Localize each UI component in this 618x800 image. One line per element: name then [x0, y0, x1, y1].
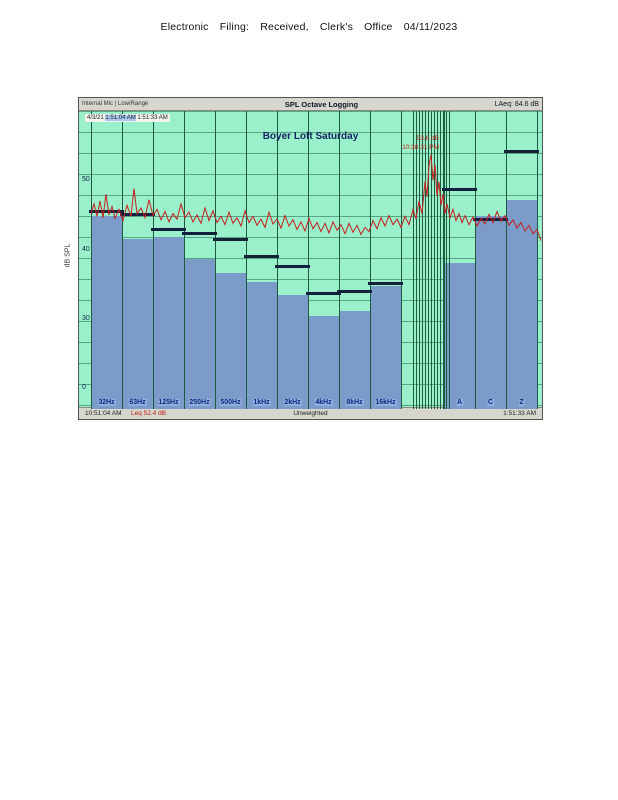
- grid-dense-line: [449, 111, 450, 409]
- y-axis-tick: 30: [82, 314, 90, 322]
- footer-start-time: 10:51:04 AM: [85, 410, 122, 417]
- grid-dense-line: [419, 111, 420, 409]
- grid-dense-line: [443, 111, 444, 409]
- grid-dense-line: [425, 111, 426, 409]
- filing-header: Electronic Filing: Received, Clerk's Off…: [160, 21, 458, 33]
- grid-band-separator: [537, 111, 538, 409]
- footer-weighting: Unweighted: [293, 410, 328, 417]
- spl-bar: [340, 311, 370, 409]
- peak-time: 10:38:31 PM: [402, 143, 439, 151]
- max-level-marker: [275, 265, 310, 269]
- end-time: 1:51:33 AM: [137, 115, 168, 121]
- plot-area: 4/3/21 1:51:04 AM 1:51:33 AM Boyer Loft …: [79, 111, 542, 409]
- spl-bar: [309, 316, 339, 409]
- max-level-marker: [368, 281, 403, 285]
- time-history-polyline: [90, 154, 542, 241]
- max-level-marker: [182, 231, 217, 235]
- spl-bar: [476, 216, 506, 409]
- grid-band-separator: [475, 111, 476, 409]
- grid-dense-line: [431, 111, 432, 409]
- grid-band-separator: [339, 111, 340, 409]
- spl-bar: [92, 216, 122, 409]
- x-axis-label: 8kHz: [345, 399, 364, 406]
- grid-band-separator: [246, 111, 247, 409]
- peak-level: 53.6 dB: [416, 135, 439, 142]
- x-axis-label: 1kHz: [252, 399, 271, 406]
- footer-end-time: 1:51:33 AM: [503, 410, 536, 417]
- grid-band-separator: [153, 111, 154, 409]
- grid-dense-line: [437, 111, 438, 409]
- chart-header-bar: Internal Mic | Low/Range SPL Octave Logg…: [79, 98, 542, 111]
- grid-band-separator: [215, 111, 216, 409]
- grid-band-separator: [444, 111, 445, 409]
- max-level-marker: [337, 290, 372, 294]
- grid-band-separator: [122, 111, 123, 409]
- grid-dense-line: [413, 111, 414, 409]
- chart-title: Boyer Loft Saturday: [262, 131, 359, 142]
- footer-leq-readout: Leq 52.4 dB: [131, 410, 167, 417]
- spl-bar: [154, 237, 184, 409]
- spl-bar: [123, 239, 153, 409]
- grid-dense-line: [434, 111, 435, 409]
- y-axis-tick: 50: [82, 176, 90, 184]
- y-axis-tick: 40: [82, 245, 90, 253]
- max-level-marker: [89, 209, 124, 213]
- grid-dense-line: [416, 111, 417, 409]
- x-axis-label: 250Hz: [188, 399, 211, 406]
- max-level-marker: [151, 227, 186, 231]
- y-axis-tick: 0: [82, 384, 86, 392]
- max-level-marker: [244, 254, 279, 258]
- grid-band-separator: [308, 111, 309, 409]
- grid-band-separator: [401, 111, 402, 409]
- x-axis-label: 16kHz: [374, 399, 397, 406]
- x-axis-label: 4kHz: [314, 399, 333, 406]
- spl-bar: [185, 259, 215, 409]
- spl-bar: [507, 199, 537, 409]
- spl-bar: [371, 286, 401, 409]
- grid-band-separator: [91, 111, 92, 409]
- max-level-marker: [120, 213, 155, 217]
- spl-octave-chart: Internal Mic | Low/Range SPL Octave Logg…: [78, 97, 543, 420]
- x-axis-label: 2kHz: [283, 399, 302, 406]
- max-level-marker: [442, 188, 477, 192]
- x-axis-label: A: [455, 399, 464, 406]
- max-level-marker: [306, 292, 341, 296]
- x-axis-label: 32Hz: [97, 399, 116, 406]
- mic-range-label: Internal Mic | Low/Range: [82, 101, 149, 107]
- grid-dense-line: [440, 111, 441, 409]
- max-level-marker: [504, 150, 539, 154]
- laeq-readout: LAeq: 84.6 dB: [494, 100, 539, 108]
- x-axis-label: 500Hz: [219, 399, 242, 406]
- grid-band-separator: [370, 111, 371, 409]
- x-axis-label: Z: [518, 399, 525, 406]
- x-axis-label: 125Hz: [157, 399, 180, 406]
- spl-bar: [247, 282, 277, 409]
- grid-dense-line: [428, 111, 429, 409]
- grid-dense-line: [422, 111, 423, 409]
- peak-annotation: 53.6 dB 10:38:31 PM: [347, 135, 439, 153]
- max-level-marker: [473, 218, 508, 222]
- spl-bar: [445, 262, 475, 409]
- y-axis-label: dB SPL: [64, 243, 72, 268]
- grid-band-separator: [506, 111, 507, 409]
- grid-band-separator: [277, 111, 278, 409]
- spl-bar: [278, 295, 308, 409]
- spl-bar: [216, 273, 246, 409]
- x-axis-label: C: [486, 399, 495, 406]
- start-time: 1:51:04 AM: [105, 115, 136, 121]
- max-level-marker: [213, 238, 248, 242]
- chart-mode-title: SPL Octave Logging: [284, 99, 359, 109]
- record-date: 4/3/21: [87, 115, 104, 121]
- grid-dense-line: [446, 111, 447, 409]
- grid-band-separator: [184, 111, 185, 409]
- x-axis-label: 63Hz: [128, 399, 147, 406]
- timestamp-box: 4/3/21 1:51:04 AM 1:51:33 AM: [85, 114, 170, 122]
- spl-time-history-line: [90, 154, 542, 241]
